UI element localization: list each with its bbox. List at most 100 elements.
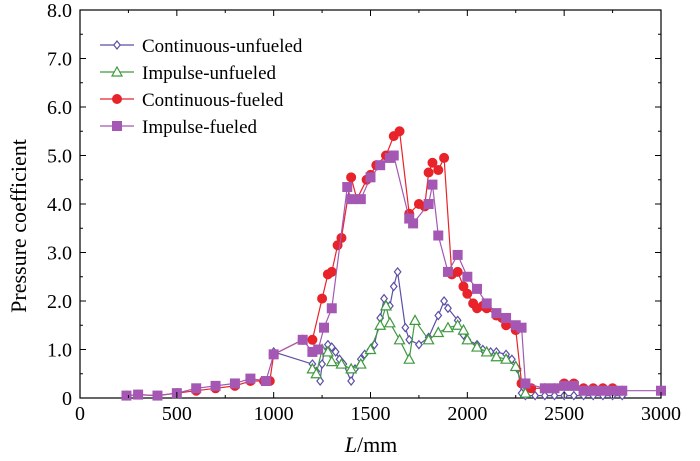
data-point-impulse-unfueled — [500, 352, 513, 364]
data-point-continuous-fueled — [462, 288, 473, 299]
data-point-impulse-fueled — [481, 298, 492, 309]
y-tick-label: 2.0 — [47, 291, 72, 313]
x-axis-title-unit: /mm — [357, 432, 397, 457]
data-point-impulse-unfueled — [364, 343, 377, 355]
data-point-continuous-unfueled — [405, 334, 414, 345]
data-point-impulse-unfueled — [379, 299, 393, 311]
data-point-impulse-fueled — [539, 383, 550, 394]
data-point-continuous-unfueled — [331, 346, 340, 357]
y-tick-label: 1.0 — [47, 340, 72, 362]
x-tick-label: 1000 — [254, 403, 294, 425]
data-point-impulse-fueled — [607, 385, 618, 396]
legend-marker — [112, 121, 122, 131]
x-tick-label: 500 — [162, 403, 192, 425]
data-point-impulse-fueled — [297, 334, 308, 345]
x-tick-label: 2000 — [447, 403, 487, 425]
x-axis-title: L/mm — [344, 432, 398, 457]
data-point-impulse-fueled — [549, 383, 560, 394]
data-point-impulse-unfueled — [461, 333, 474, 345]
legend-marker — [110, 65, 124, 77]
data-point-continuous-fueled — [307, 334, 318, 345]
data-point-continuous-unfueled — [443, 303, 452, 314]
data-point-impulse-unfueled — [321, 345, 334, 357]
data-point-continuous-unfueled — [434, 310, 443, 321]
data-point-impulse-fueled — [452, 249, 463, 260]
legend-entry-impulse-fueled: Impulse-fueled — [100, 117, 258, 138]
legend: Continuous-unfueled Impulse-unfueled Conti… — [100, 36, 303, 138]
series-impulse-unfueled — [306, 299, 532, 398]
data-point-impulse-fueled — [133, 389, 144, 400]
data-point-impulse-fueled — [559, 380, 570, 391]
data-point-impulse-fueled — [326, 303, 337, 314]
data-point-impulse-fueled — [516, 322, 527, 333]
data-point-impulse-unfueled — [325, 355, 338, 367]
data-point-impulse-fueled — [597, 385, 608, 396]
axis-titles: L/mm Pressure coefficient — [6, 139, 397, 457]
legend-entry-continuous-unfueled: Continuous-unfueled — [100, 36, 303, 57]
data-point-impulse-unfueled — [335, 357, 348, 369]
data-point-impulse-unfueled — [457, 323, 470, 335]
y-tick-label: 8.0 — [47, 0, 72, 22]
data-point-continuous-unfueled — [440, 296, 449, 306]
data-point-continuous-fueled — [394, 126, 405, 137]
data-point-impulse-unfueled — [451, 319, 464, 330]
legend-entry-impulse-unfueled: Impulse-unfueled — [100, 63, 277, 84]
legend-label: Impulse-unfueled — [142, 63, 277, 84]
data-point-impulse-fueled — [588, 385, 599, 396]
data-point-impulse-fueled — [319, 322, 330, 333]
data-point-impulse-fueled — [568, 380, 579, 391]
data-point-impulse-fueled — [520, 378, 531, 389]
data-point-impulse-fueled — [491, 308, 502, 319]
data-point-impulse-fueled — [427, 179, 438, 190]
data-point-continuous-unfueled — [531, 390, 540, 401]
data-point-continuous-unfueled — [316, 376, 325, 386]
data-point-impulse-fueled — [245, 373, 256, 384]
data-point-continuous-fueled — [346, 172, 357, 183]
data-point-continuous-fueled — [423, 167, 434, 178]
data-point-continuous-fueled — [433, 165, 444, 176]
data-point-impulse-unfueled — [480, 345, 493, 357]
data-point-impulse-fueled — [375, 160, 386, 171]
data-point-continuous-unfueled — [327, 342, 336, 353]
ticks-layer: 0 500 1000 1500 2000 2500 3000 0 1.0 2.0 3.0 4.0 5.0… — [47, 0, 681, 425]
data-point-impulse-unfueled — [441, 321, 454, 333]
series-line-continuous-unfueled — [273, 271, 623, 397]
legend-marker — [112, 94, 122, 104]
data-point-continuous-unfueled — [389, 281, 398, 292]
legend-label: Impulse-fueled — [142, 117, 258, 138]
legend-entry-continuous-fueled: Continuous-fueled — [100, 90, 284, 111]
data-point-continuous-unfueled — [347, 376, 356, 386]
data-point-impulse-unfueled — [393, 333, 406, 345]
data-point-impulse-unfueled — [374, 319, 387, 330]
data-point-impulse-unfueled — [432, 326, 445, 338]
y-tick-label: 7.0 — [47, 49, 72, 71]
data-point-impulse-fueled — [501, 312, 512, 323]
data-point-impulse-fueled — [268, 349, 279, 360]
data-point-impulse-unfueled — [470, 340, 484, 352]
x-tick-label: 0 — [75, 403, 85, 425]
data-point-impulse-fueled — [462, 271, 473, 282]
data-point-continuous-unfueled — [550, 390, 559, 401]
data-point-continuous-unfueled — [414, 339, 423, 350]
data-point-impulse-unfueled — [519, 386, 532, 398]
data-point-impulse-fueled — [121, 390, 132, 401]
data-point-continuous-unfueled — [540, 390, 549, 401]
data-point-impulse-fueled — [423, 199, 434, 209]
y-tick-label: 0 — [62, 388, 72, 410]
data-point-impulse-fueled — [433, 230, 444, 241]
data-point-impulse-fueled — [355, 194, 366, 205]
data-point-continuous-fueled — [452, 266, 463, 277]
data-point-continuous-fueled — [317, 293, 328, 304]
data-point-impulse-fueled — [472, 283, 483, 294]
data-point-continuous-fueled — [427, 157, 438, 168]
x-axis-title-variable: L — [344, 432, 357, 457]
data-point-impulse-fueled — [365, 172, 376, 183]
data-point-impulse-fueled — [442, 266, 453, 277]
data-point-impulse-unfueled — [354, 357, 367, 369]
data-point-impulse-fueled — [578, 385, 589, 396]
data-point-impulse-fueled — [313, 344, 324, 355]
data-point-impulse-unfueled — [310, 367, 323, 379]
data-point-impulse-unfueled — [403, 352, 416, 364]
data-point-impulse-fueled — [408, 218, 419, 229]
